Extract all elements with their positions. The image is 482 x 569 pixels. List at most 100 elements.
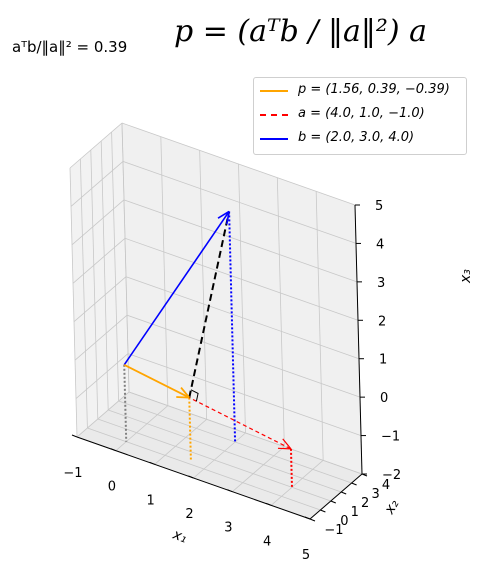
vector-b	[123, 210, 230, 366]
x-tick	[188, 475, 194, 479]
back-gridline-x	[199, 150, 208, 420]
chart-legend: p = (1.56, 0.39, −0.39) a = (4.0, 1.0, −…	[253, 77, 467, 155]
x-tick	[227, 489, 233, 493]
x-tick-label: 4	[263, 534, 271, 549]
left-gridline-y	[121, 122, 130, 393]
left-gridline-y	[80, 158, 88, 429]
back-gridline-z	[123, 199, 358, 283]
back-gridline-x	[238, 163, 246, 434]
floor-gridline-y	[87, 427, 321, 511]
back-gridline-z	[122, 161, 357, 244]
a-drop-line	[289, 448, 293, 488]
vector-p-head	[180, 386, 190, 399]
y-tick-label: 4	[382, 478, 390, 493]
x-tick	[71, 434, 78, 438]
vector-p	[123, 364, 190, 399]
floor-gridline-x	[193, 432, 246, 479]
vector-a-head	[277, 447, 291, 450]
x-tick-label: 0	[108, 480, 116, 495]
z-axis-label: x₃	[458, 269, 474, 284]
vector-b-head	[217, 210, 230, 219]
x-tick	[110, 448, 117, 452]
z-tick-label: −1	[381, 430, 400, 445]
left-gridline-z	[73, 276, 127, 323]
y-axis-line	[309, 473, 363, 520]
right-angle-marker	[190, 389, 199, 402]
z-tick-label: 5	[375, 199, 383, 214]
back-gridline-z	[126, 314, 361, 398]
left-gridline-y	[69, 167, 78, 438]
back-gridline-x	[315, 191, 324, 461]
floor-gridline-y	[118, 400, 352, 484]
x-tick-label: 1	[147, 493, 155, 508]
left-wall-pane	[70, 123, 129, 437]
y-tick	[351, 482, 357, 486]
legend-swatch-p	[260, 90, 288, 92]
y-axis-label: x₂	[381, 497, 402, 518]
z-tick-label: 0	[380, 391, 388, 406]
b-drop-line	[228, 211, 237, 443]
x-tick-label: 2	[185, 507, 193, 522]
floor-gridline-y	[108, 409, 342, 493]
z-axis-line	[354, 204, 363, 475]
back-gridline-z	[127, 353, 362, 436]
back-gridline-z	[125, 276, 360, 360]
z-tick-label: 3	[377, 276, 385, 291]
x-tick-label: 5	[302, 548, 310, 563]
y-tick-label: 1	[351, 505, 359, 520]
x-tick-label: 3	[224, 521, 232, 536]
x-tick	[149, 461, 155, 465]
y-tick	[309, 518, 316, 522]
vector-b-head	[225, 211, 230, 225]
y-tick-label: 2	[361, 496, 369, 511]
floor-gridline-x	[154, 419, 207, 465]
floor-gridline-x	[270, 460, 324, 506]
left-gridline-z	[70, 161, 124, 207]
x-tick	[304, 516, 311, 520]
coefficient-label: aᵀb/‖a‖² = 0.39	[12, 38, 128, 56]
z-tick-label: 4	[376, 237, 384, 252]
y-tick	[320, 509, 326, 513]
left-gridline-z	[74, 314, 128, 361]
x-tick-label: −1	[63, 466, 82, 481]
left-gridline-y	[100, 140, 109, 411]
floor-gridline-x	[232, 446, 285, 492]
legend-label-a: a = (4.0, 1.0, −1.0)	[298, 106, 425, 121]
y-tick-label: −1	[324, 523, 343, 538]
x-tick	[265, 502, 272, 506]
x-axis-label: x₁	[170, 526, 189, 546]
chart-title: p = (aᵀb / ‖a‖²) a	[174, 14, 428, 49]
legend-label-b: b = (2.0, 3.0, 4.0)	[298, 130, 415, 145]
origin-drop-line	[123, 364, 128, 442]
back-gridline-z	[121, 122, 356, 206]
projection-line	[188, 211, 231, 398]
floor-gridline-x	[115, 405, 169, 451]
back-gridline-z	[128, 391, 363, 475]
z-tick-label: 1	[379, 353, 387, 368]
legend-item-a: a = (4.0, 1.0, −1.0)	[260, 106, 460, 124]
back-gridline-z	[124, 237, 359, 321]
legend-item-b: b = (2.0, 3.0, 4.0)	[260, 130, 460, 148]
back-gridline-x	[276, 177, 285, 447]
y-tick-label: 3	[371, 487, 379, 502]
floor-gridline-y	[97, 418, 331, 502]
left-gridline-y	[90, 149, 99, 420]
y-tick	[341, 491, 347, 495]
z-tick-label: −2	[382, 468, 401, 483]
vector-a-head	[282, 438, 292, 450]
legend-swatch-a	[260, 114, 288, 116]
left-gridline-y	[111, 131, 119, 402]
legend-item-p: p = (1.56, 0.39, −0.39)	[260, 82, 460, 100]
left-gridline-z	[75, 353, 129, 399]
vector-p-head	[176, 396, 190, 399]
back-gridline-x	[160, 136, 169, 406]
y-tick	[330, 500, 336, 504]
legend-label-p: p = (1.56, 0.39, −0.39)	[298, 82, 450, 97]
y-tick-label: 0	[340, 514, 348, 529]
left-gridline-z	[71, 199, 125, 246]
left-gridline-z	[76, 391, 130, 438]
left-gridline-z	[69, 122, 123, 169]
left-gridline-z	[72, 237, 126, 284]
z-tick-label: 2	[378, 314, 386, 329]
